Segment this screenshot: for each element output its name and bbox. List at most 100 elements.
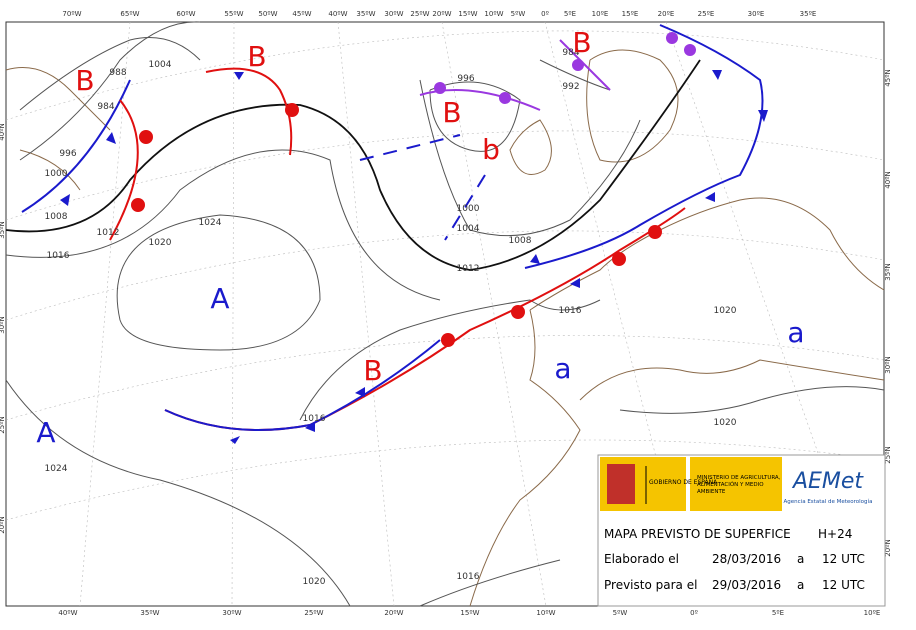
pressure-center: A <box>36 416 55 449</box>
right-latitude: 25ºN <box>884 446 892 463</box>
pressure-center: B <box>247 40 266 73</box>
top-longitude: 55ºW <box>224 10 243 18</box>
isobar-label: 984 <box>97 102 114 112</box>
top-longitude: 50ºW <box>258 10 277 18</box>
isobar-label: 996 <box>457 74 474 84</box>
top-longitude: 45ºW <box>292 10 311 18</box>
top-longitude: 70ºW <box>62 10 81 18</box>
legend-cell: a <box>797 552 804 566</box>
top-longitude: 0º <box>541 10 549 18</box>
right-latitude: 40ºN <box>884 171 892 188</box>
isobar-label: 1008 <box>509 236 532 246</box>
isobar-label: 1024 <box>45 464 68 474</box>
ministry-logo <box>690 457 782 511</box>
bottom-longitude: 30ºW <box>222 609 241 617</box>
gov-text: GOBIERNO DE ESPAÑA <box>649 479 718 486</box>
isobar-label: 988 <box>109 68 126 78</box>
top-longitude: 20ºE <box>658 10 675 18</box>
top-longitude: 35ºE <box>800 10 817 18</box>
pressure-center: b <box>482 133 500 166</box>
top-longitude: 60ºW <box>176 10 195 18</box>
isobar-label: 1020 <box>714 418 737 428</box>
isobars <box>5 21 885 607</box>
left-latitude: 40ºN <box>0 123 6 140</box>
top-longitude: 10ºW <box>484 10 503 18</box>
map-frame <box>5 21 885 607</box>
fronts <box>21 24 768 444</box>
isobar-label: 1000 <box>45 169 68 179</box>
pressure-center: B <box>442 96 461 129</box>
top-longitude: 10ºE <box>592 10 609 18</box>
bottom-longitude: 20ºW <box>384 609 403 617</box>
legend-cell: 12 UTC <box>822 552 865 566</box>
ministry-text: MINISTERIO DE AGRICULTURA, ALIMENTACIÓN … <box>697 475 781 495</box>
isobar-label: 1016 <box>457 572 480 582</box>
forecast-step: H+24 <box>818 527 852 541</box>
ministry-wrap: MINISTERIO DE AGRICULTURA, ALIMENTACIÓN … <box>697 475 781 495</box>
isobar-label: 996 <box>59 149 76 159</box>
bottom-longitude: 25ºW <box>304 609 323 617</box>
isobar-label: 992 <box>562 82 579 92</box>
pressure-center: a <box>554 352 571 385</box>
top-longitude: 65ºW <box>120 10 139 18</box>
top-longitude: 5ºE <box>564 10 576 18</box>
coastlines <box>5 49 885 607</box>
left-latitude: 30ºN <box>0 316 6 333</box>
top-longitude: 15ºE <box>622 10 639 18</box>
bottom-longitude: 40ºW <box>58 609 77 617</box>
pressure-center: A <box>210 282 229 315</box>
left-latitude: 20ºN <box>0 516 6 533</box>
isobar-label: 984 <box>562 48 579 58</box>
top-longitude: 5ºW <box>511 10 526 18</box>
pressure-center: a <box>787 316 804 349</box>
top-longitude: 25ºW <box>410 10 429 18</box>
legend-cell: 28/03/2016 <box>712 552 781 566</box>
legend-box: GOBIERNO DE ESPAÑA MINISTERIO DE AGRICUL… <box>597 454 886 607</box>
legend-cell: a <box>797 578 804 592</box>
right-latitude: 35ºN <box>884 263 892 280</box>
agency-logo: AEMet <box>791 469 864 494</box>
bottom-longitude: 10ºE <box>864 609 881 617</box>
isobar-label: 1020 <box>149 238 172 248</box>
top-longitude: 20ºW <box>432 10 451 18</box>
pressure-center: B <box>75 64 94 97</box>
bottom-longitude: 35ºW <box>140 609 159 617</box>
isobar-label: 1016 <box>303 414 326 424</box>
top-longitude: 30ºW <box>384 10 403 18</box>
isobar-label: 1020 <box>714 306 737 316</box>
right-latitude: 45ºN <box>884 69 892 86</box>
legend-cell: Previsto para el <box>604 578 697 592</box>
top-longitude: 15ºW <box>458 10 477 18</box>
pressure-center: B <box>363 354 382 387</box>
right-latitude: 30ºN <box>884 356 892 373</box>
top-longitude: 30ºE <box>748 10 765 18</box>
bottom-longitude: 15ºW <box>460 609 479 617</box>
left-latitude: 25ºN <box>0 416 6 433</box>
isobar-label: 1012 <box>97 228 120 238</box>
isobar-label: 1024 <box>199 218 222 228</box>
isobar-label: 1004 <box>149 60 172 70</box>
bottom-longitude: 10ºW <box>536 609 555 617</box>
right-latitude: 20ºN <box>884 539 892 556</box>
top-longitude: 35ºW <box>356 10 375 18</box>
isobar-label: 1004 <box>457 224 480 234</box>
legend-cell: Elaborado el <box>604 552 679 566</box>
crest <box>607 464 635 504</box>
isobar-label: 1016 <box>47 251 70 261</box>
isobar-label: 1008 <box>45 212 68 222</box>
top-longitude: 25ºE <box>698 10 715 18</box>
legend-cell: 12 UTC <box>822 578 865 592</box>
isobar-label: 1012 <box>457 264 480 274</box>
isobar-label: 1020 <box>303 577 326 587</box>
legend-title: MAPA PREVISTO DE SUPERFICE <box>604 527 791 541</box>
legend-cell: 29/03/2016 <box>712 578 781 592</box>
top-longitude: 40ºW <box>328 10 347 18</box>
bottom-longitude: 0º <box>690 609 698 617</box>
agency-full: Agencia Estatal de Meteorología <box>784 498 873 505</box>
bottom-longitude: 5ºW <box>613 609 628 617</box>
isobar-label: 1000 <box>457 204 480 214</box>
left-latitude: 35ºN <box>0 221 6 238</box>
bottom-longitude: 5ºE <box>772 609 784 617</box>
pressure-center: B <box>572 26 591 59</box>
